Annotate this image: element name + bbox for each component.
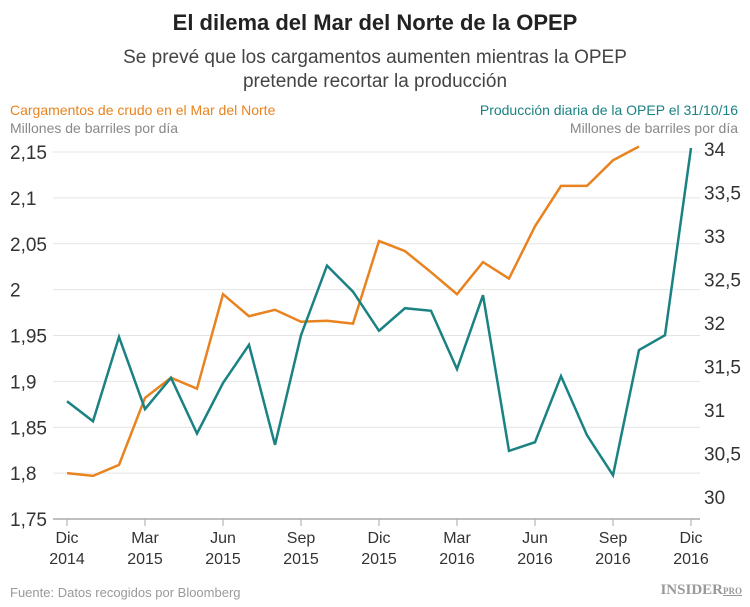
x-tick-month: Jun bbox=[522, 530, 548, 547]
right-tick-label: 30,5 bbox=[704, 445, 741, 466]
chart-subtitle: Se prevé que los cargamentos aumenten mi… bbox=[0, 46, 750, 94]
left-tick-label: 1,75 bbox=[10, 510, 47, 531]
left-tick-label: 2,1 bbox=[10, 189, 36, 210]
x-tick-month: Dic bbox=[679, 530, 702, 547]
right-axis-unit: Millones de barriles por día bbox=[569, 120, 738, 136]
right-tick-label: 33 bbox=[704, 227, 725, 248]
left-tick-label: 2,05 bbox=[10, 235, 47, 256]
x-tick-year: 2015 bbox=[205, 551, 241, 568]
x-tick-month: Sep bbox=[287, 530, 316, 547]
left-axis-unit: Millones de barriles por día bbox=[10, 120, 179, 136]
x-tick-month: Mar bbox=[131, 530, 159, 547]
series-line-produccion-opep bbox=[66, 147, 693, 479]
x-tick-month: Sep bbox=[599, 530, 628, 547]
left-tick-label: 2,15 bbox=[10, 143, 47, 164]
x-tick-year: 2016 bbox=[595, 551, 631, 568]
x-tick-month: Mar bbox=[443, 530, 471, 547]
right-tick-label: 33,5 bbox=[704, 184, 741, 205]
right-tick-label: 31,5 bbox=[704, 358, 741, 379]
subtitle-line-2: pretende recortar la producción bbox=[242, 71, 508, 92]
subtitle-line-1: Se prevé que los cargamentos aumenten mi… bbox=[123, 47, 627, 68]
x-tick-year: 2016 bbox=[517, 551, 553, 568]
x-tick-year: 2016 bbox=[673, 551, 709, 568]
right-tick-label: 34 bbox=[704, 140, 726, 161]
x-tick-year: 2014 bbox=[49, 551, 85, 568]
right-tick-label: 30 bbox=[704, 488, 725, 509]
source-note: Fuente: Datos recogidos por Bloomberg bbox=[10, 585, 241, 600]
left-tick-label: 2 bbox=[10, 281, 21, 302]
series-line-cargamentos bbox=[66, 145, 640, 478]
x-tick-year: 2015 bbox=[361, 551, 397, 568]
x-tick-year: 2015 bbox=[283, 551, 319, 568]
x-tick-month: Dic bbox=[55, 530, 78, 547]
right-tick-label: 32 bbox=[704, 314, 725, 335]
right-series-label: Producción diaria de la OPEP el 31/10/16 bbox=[479, 102, 738, 118]
right-tick-label: 32,5 bbox=[704, 271, 741, 292]
left-tick-label: 1,85 bbox=[10, 418, 47, 439]
left-tick-label: 1,8 bbox=[10, 464, 36, 485]
left-tick-label: 1,95 bbox=[10, 327, 47, 348]
insider-pro-logo: INSIDERPRO bbox=[660, 582, 742, 598]
x-tick-year: 2016 bbox=[439, 551, 475, 568]
x-tick-year: 2015 bbox=[127, 551, 163, 568]
x-tick-month: Jun bbox=[210, 530, 236, 547]
chart-title: El dilema del Mar del Norte de la OPEP bbox=[172, 10, 578, 35]
x-tick-month: Dic bbox=[367, 530, 390, 547]
left-series-label: Cargamentos de crudo en el Mar del Norte bbox=[10, 102, 276, 118]
left-tick-label: 1,9 bbox=[10, 372, 36, 393]
right-tick-label: 31 bbox=[704, 401, 725, 422]
